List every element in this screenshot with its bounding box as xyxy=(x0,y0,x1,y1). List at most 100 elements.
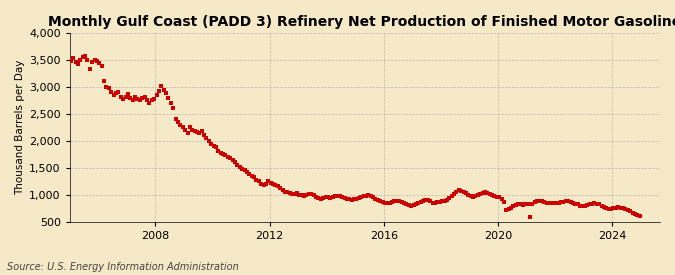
Point xyxy=(248,175,259,180)
Point xyxy=(242,170,252,174)
Point xyxy=(389,199,400,204)
Point xyxy=(268,182,279,186)
Point xyxy=(479,190,490,194)
Point xyxy=(615,205,626,210)
Point xyxy=(634,214,645,218)
Point xyxy=(423,197,433,202)
Point xyxy=(392,199,402,203)
Point xyxy=(425,199,435,203)
Point xyxy=(198,133,209,138)
Point xyxy=(94,61,105,65)
Point xyxy=(84,66,95,71)
Point xyxy=(396,200,407,205)
Point xyxy=(144,101,155,105)
Point xyxy=(97,64,107,68)
Point xyxy=(373,197,383,202)
Point xyxy=(153,89,164,94)
Point xyxy=(384,201,395,205)
Point xyxy=(75,58,86,62)
Point xyxy=(482,190,493,195)
Point xyxy=(399,201,410,206)
Point xyxy=(256,182,267,186)
Point xyxy=(549,201,560,205)
Point xyxy=(320,195,331,199)
Point xyxy=(377,200,388,204)
Point xyxy=(89,58,100,62)
Point xyxy=(472,192,483,197)
Y-axis label: Thousand Barrels per Day: Thousand Barrels per Day xyxy=(15,60,25,195)
Point xyxy=(146,98,157,103)
Point xyxy=(211,145,221,150)
Point xyxy=(404,203,414,207)
Point xyxy=(630,211,641,216)
Point xyxy=(501,208,512,213)
Point xyxy=(127,98,138,103)
Point xyxy=(187,128,198,132)
Point xyxy=(111,91,122,95)
Point xyxy=(118,97,129,101)
Point xyxy=(394,199,404,204)
Point xyxy=(575,203,586,208)
Point xyxy=(554,201,564,205)
Point xyxy=(475,191,485,196)
Point xyxy=(168,106,179,111)
Point xyxy=(318,196,329,200)
Point xyxy=(354,196,364,200)
Point xyxy=(518,203,529,207)
Point xyxy=(625,209,636,214)
Point xyxy=(263,179,274,183)
Point xyxy=(508,204,519,208)
Point xyxy=(565,200,576,205)
Point xyxy=(130,94,140,99)
Point xyxy=(237,167,248,171)
Point xyxy=(427,201,438,206)
Point xyxy=(408,203,419,207)
Point xyxy=(227,158,238,162)
Point xyxy=(558,200,569,204)
Point xyxy=(437,199,448,204)
Point xyxy=(137,96,148,100)
Point xyxy=(525,215,536,219)
Point xyxy=(458,190,469,194)
Point xyxy=(70,59,81,64)
Point xyxy=(165,101,176,105)
Point xyxy=(125,95,136,100)
Point xyxy=(456,189,466,193)
Point xyxy=(158,87,169,92)
Point xyxy=(563,199,574,204)
Point xyxy=(178,125,188,130)
Point xyxy=(506,205,516,210)
Point xyxy=(382,201,393,206)
Point xyxy=(465,194,476,199)
Point xyxy=(539,200,550,205)
Point xyxy=(184,125,195,130)
Point xyxy=(134,98,145,102)
Point xyxy=(206,141,217,146)
Point xyxy=(65,59,76,63)
Point xyxy=(82,58,93,62)
Point xyxy=(368,195,379,199)
Point xyxy=(292,191,302,195)
Point xyxy=(618,206,628,210)
Point xyxy=(387,200,398,205)
Point xyxy=(87,59,98,64)
Point xyxy=(325,196,335,200)
Point xyxy=(303,191,314,196)
Point xyxy=(603,207,614,211)
Point xyxy=(189,129,200,133)
Point xyxy=(251,177,262,182)
Point xyxy=(418,199,429,204)
Point xyxy=(209,144,219,148)
Point xyxy=(225,156,236,160)
Point xyxy=(192,130,202,134)
Point xyxy=(413,201,424,206)
Point xyxy=(132,97,143,101)
Point xyxy=(339,196,350,200)
Point xyxy=(515,202,526,206)
Point xyxy=(217,152,228,156)
Point xyxy=(504,207,514,211)
Point xyxy=(535,199,545,203)
Point xyxy=(329,194,340,199)
Point xyxy=(596,203,607,208)
Point xyxy=(605,207,616,211)
